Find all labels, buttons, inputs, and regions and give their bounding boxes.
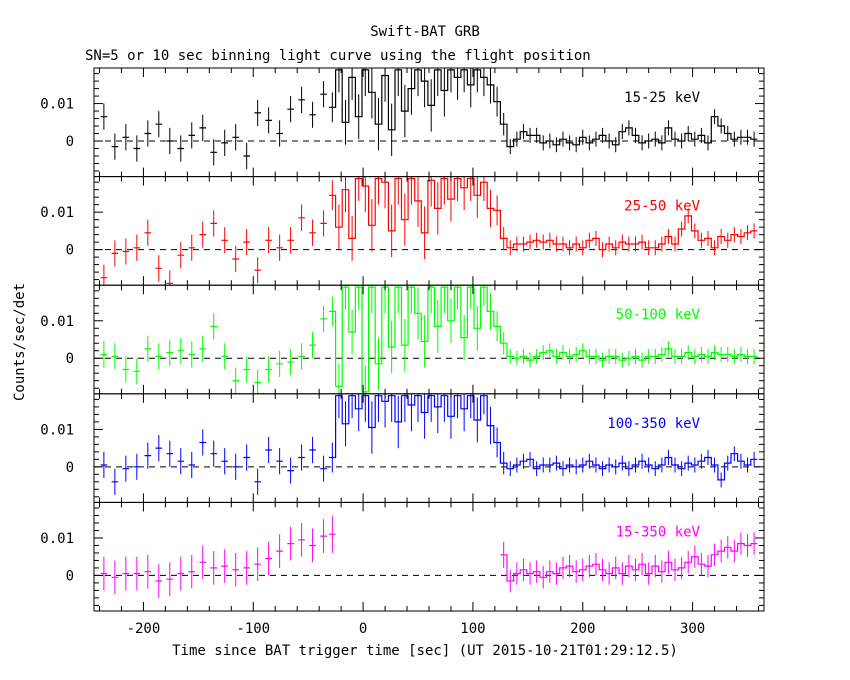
x-tick-label: 0 [359,621,367,637]
panel-frame [93,501,765,612]
panel-3: 0 0.01 50-100 keV [40,284,765,395]
x-axis-label: Time since BAT trigger time [sec] (UT 20… [172,643,678,659]
y-tick-label: 0.01 [40,205,74,221]
y-tick-label: 0 [66,568,74,584]
x-tick-label: 300 [680,621,705,637]
series-1 [100,68,758,170]
series-2 [100,176,758,286]
panel-frame [93,176,765,286]
band-label: 50-100 keV [616,307,701,323]
series-5 [100,515,758,598]
band-label: 100-350 keV [607,416,700,432]
series-step-line [100,286,758,393]
y-tick-label: 0.01 [40,97,74,113]
x-tick-label: -200 [127,621,161,637]
chart-title: Swift-BAT GRB [370,24,480,40]
x-tick-label: 200 [570,621,595,637]
panel-frame [93,393,765,503]
y-axis-label: Counts/sec/det [12,283,28,401]
series-4 [100,393,758,495]
y-tick-label: 0 [66,460,74,476]
series-step-line [100,69,758,157]
y-tick-label: 0.01 [40,531,74,547]
y-tick-label: 0 [66,243,74,259]
x-tick-label: 100 [460,621,485,637]
panel-2: 0 0.01 25-50 keV [40,176,765,286]
y-tick-label: 0.01 [40,314,74,330]
series-step-line [100,177,758,284]
series-step-line [100,395,758,483]
band-label: 15-25 keV [624,90,700,106]
panel-frame [93,284,765,395]
y-tick-label: 0.01 [40,422,74,438]
panels-group: 0 0.01 15-25 keV 0 0.01 25-50 keV 0 0.01 50-100 … [40,67,765,637]
y-tick-label: 0 [66,134,74,150]
y-tick-label: 0 [66,351,74,367]
panel-4: 0 0.01 100-350 keV [40,393,765,503]
series-3 [100,285,758,394]
chart-subtitle: SN=5 or 10 sec binning light curve using… [85,48,591,64]
panel-1: 0 0.01 15-25 keV [40,67,765,178]
panel-frame [93,67,765,178]
band-label: 15-350 keV [616,524,701,540]
panel-5: 0 0.01 15-350 keV [40,501,765,612]
series-step-line [100,533,758,582]
band-label: 25-50 keV [624,199,700,215]
x-tick-label: -100 [236,621,270,637]
x-tick-labels: -200 -100 0 100 200 300 [127,621,706,637]
